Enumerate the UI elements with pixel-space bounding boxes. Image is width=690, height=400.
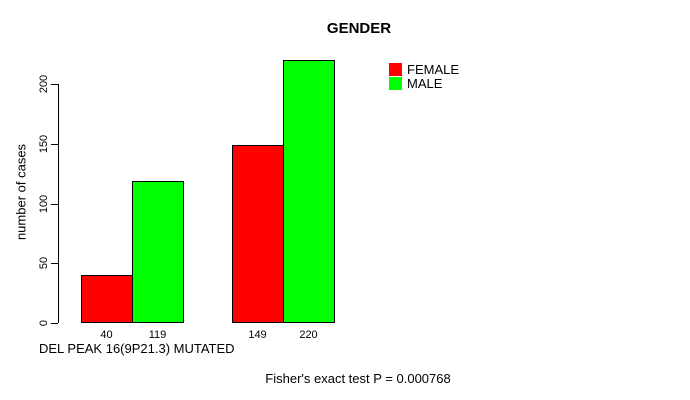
bar-value-label: 149	[248, 329, 267, 341]
legend: FEMALE MALE	[389, 62, 460, 91]
legend-label: FEMALE	[407, 62, 460, 77]
bar-male-2	[283, 60, 335, 323]
chart-title: GENDER	[326, 20, 392, 37]
male-color-swatch-icon	[389, 77, 402, 90]
y-axis-tick	[51, 203, 58, 205]
bar-female-2	[232, 145, 284, 323]
legend-label: MALE	[407, 76, 443, 91]
y-axis-tick	[51, 84, 58, 85]
y-axis-line	[58, 84, 59, 323]
fisher-test-caption: Fisher's exact test P = 0.000768	[265, 371, 451, 386]
y-axis-tick	[51, 263, 58, 265]
y-axis-tick-label: 0	[38, 319, 50, 327]
x-axis-annotation: DEL PEAK 16(9P21.3) MUTATED	[39, 341, 235, 356]
bar-male-1	[132, 181, 184, 323]
legend-row-male: MALE	[389, 76, 459, 91]
y-axis-tick-label: 150	[38, 134, 50, 153]
y-axis-title: number of cases	[13, 143, 29, 241]
y-axis-tick	[51, 323, 58, 324]
y-axis-tick	[51, 143, 58, 145]
legend-row-female: FEMALE	[389, 62, 460, 77]
bar-female-1	[81, 275, 133, 323]
y-axis-tick-label: 200	[38, 74, 50, 94]
bar-value-label: 119	[148, 329, 167, 341]
y-axis-tick-label: 50	[38, 257, 50, 270]
bar-value-label: 40	[100, 329, 113, 341]
female-color-swatch-icon	[389, 63, 402, 76]
y-axis-tick-label: 100	[38, 194, 50, 213]
bar-value-label: 220	[299, 329, 318, 341]
